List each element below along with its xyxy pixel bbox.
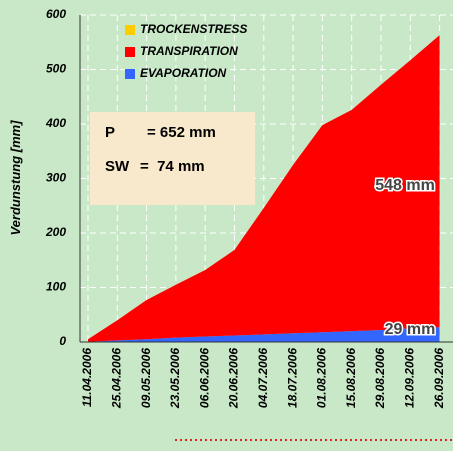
x-tick-label: 12.09.2006: [402, 348, 416, 408]
y-tick-label: 100: [46, 280, 66, 294]
y-tick-label: 0: [59, 334, 66, 348]
y-tick-label: 500: [46, 62, 66, 76]
areas: [88, 35, 440, 342]
y-tick-label: 200: [45, 225, 66, 239]
legend-label: TROCKENSTRESS: [140, 22, 247, 36]
y-tick-label: 400: [45, 116, 66, 130]
x-tick-label: 15.08.2006: [344, 348, 358, 408]
x-tick-label: 04.07.2006: [256, 348, 270, 408]
legend-label: TRANSPIRATION: [140, 44, 238, 58]
annotation: 548 mm: [375, 177, 435, 194]
x-tick-label: 09.05.2006: [139, 348, 153, 408]
x-tick-label: 25.04.2006: [109, 348, 123, 409]
annotation: 29 mm: [385, 321, 436, 338]
legend-label: EVAPORATION: [140, 66, 227, 80]
y-axis-title: Verdunstung [mm]: [8, 120, 23, 236]
x-tick-label: 20.06.2006: [227, 348, 241, 409]
x-tick-label: 26.09.2006: [432, 348, 446, 409]
area: [88, 327, 440, 342]
info-box: [90, 112, 255, 205]
x-tick-label: 29.08.2006: [373, 348, 387, 409]
info-key: P: [105, 124, 115, 141]
y-tick-label: 600: [46, 7, 66, 21]
x-tick-label: 11.04.2006: [80, 348, 94, 407]
legend-swatch: [125, 47, 135, 57]
x-tick-label: 23.05.2006: [168, 348, 182, 409]
legend-swatch: [125, 25, 135, 35]
y-tick-label: 300: [46, 171, 66, 185]
x-tick-label: 01.08.2006: [315, 348, 329, 408]
legend-swatch: [125, 69, 135, 79]
area: [88, 35, 440, 342]
axes: 0 100 200 300 400 500 600 11.04.2006 25.04.2006 0…: [45, 7, 453, 409]
x-tick-label: 06.06.2006: [197, 348, 211, 408]
info-value: = 652 mm: [147, 124, 216, 141]
info-value: = 74 mm: [140, 158, 205, 175]
x-tick-label: 18.07.2006: [285, 348, 299, 408]
info-key: SW: [105, 158, 130, 175]
